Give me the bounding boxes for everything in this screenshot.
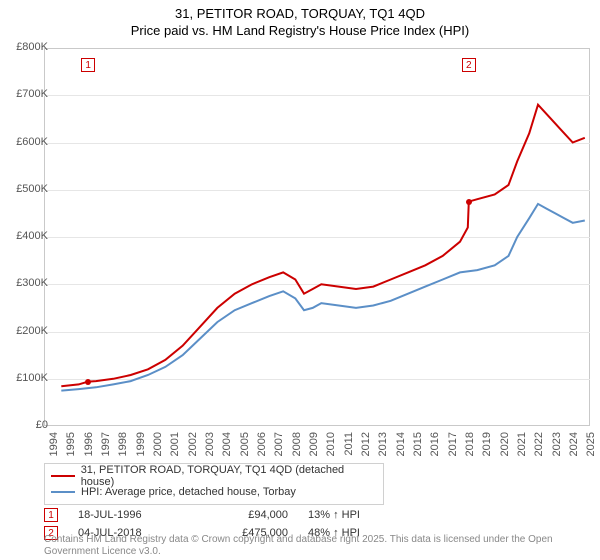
- y-tick-label: £500K: [16, 183, 48, 195]
- y-tick-label: £800K: [16, 41, 48, 53]
- x-tick-label: 2025: [585, 432, 597, 472]
- table-row: 1 18-JUL-1996 £94,000 13% ↑ HPI: [44, 506, 398, 524]
- legend-label: 31, PETITOR ROAD, TORQUAY, TQ1 4QD (deta…: [81, 464, 377, 488]
- legend-label: HPI: Average price, detached house, Torb…: [81, 486, 296, 498]
- series-line: [61, 105, 585, 387]
- y-tick-label: £0: [36, 419, 48, 431]
- sale-price: £94,000: [208, 509, 288, 521]
- y-tick-label: £200K: [16, 325, 48, 337]
- title-subtitle: Price paid vs. HM Land Registry's House …: [0, 23, 600, 38]
- y-tick-label: £400K: [16, 230, 48, 242]
- x-tick-label: 2023: [551, 432, 563, 472]
- y-tick-label: £600K: [16, 136, 48, 148]
- x-tick-label: 2019: [481, 432, 493, 472]
- legend: 31, PETITOR ROAD, TORQUAY, TQ1 4QD (deta…: [44, 463, 384, 505]
- x-tick-label: 2022: [533, 432, 545, 472]
- y-tick-label: £100K: [16, 372, 48, 384]
- plot-area: 12: [44, 48, 590, 426]
- x-tick-label: 2016: [429, 432, 441, 472]
- legend-swatch: [51, 475, 75, 477]
- x-tick-label: 2017: [447, 432, 459, 472]
- chart-container: 31, PETITOR ROAD, TORQUAY, TQ1 4QD Price…: [0, 0, 600, 560]
- sale-date: 18-JUL-1996: [78, 509, 188, 521]
- x-tick-label: 2021: [516, 432, 528, 472]
- legend-swatch: [51, 491, 75, 493]
- x-tick-label: 2015: [412, 432, 424, 472]
- sale-marker-box: 1: [81, 58, 95, 72]
- y-tick-label: £700K: [16, 88, 48, 100]
- title-address: 31, PETITOR ROAD, TORQUAY, TQ1 4QD: [0, 6, 600, 21]
- series-line: [61, 204, 585, 391]
- legend-item: 31, PETITOR ROAD, TORQUAY, TQ1 4QD (deta…: [51, 468, 377, 484]
- attribution-text: Contains HM Land Registry data © Crown c…: [44, 534, 584, 558]
- x-tick-label: 2018: [464, 432, 476, 472]
- sale-pct: 13% ↑ HPI: [308, 509, 398, 521]
- sale-marker-box: 2: [462, 58, 476, 72]
- sale-dot: [466, 199, 472, 205]
- x-tick-label: 2014: [395, 432, 407, 472]
- line-series: [44, 48, 590, 426]
- y-tick-label: £300K: [16, 277, 48, 289]
- chart-titles: 31, PETITOR ROAD, TORQUAY, TQ1 4QD Price…: [0, 0, 600, 38]
- sale-dot: [85, 379, 91, 385]
- x-tick-label: 2020: [499, 432, 511, 472]
- marker-box-icon: 1: [44, 508, 58, 522]
- x-tick-label: 2024: [568, 432, 580, 472]
